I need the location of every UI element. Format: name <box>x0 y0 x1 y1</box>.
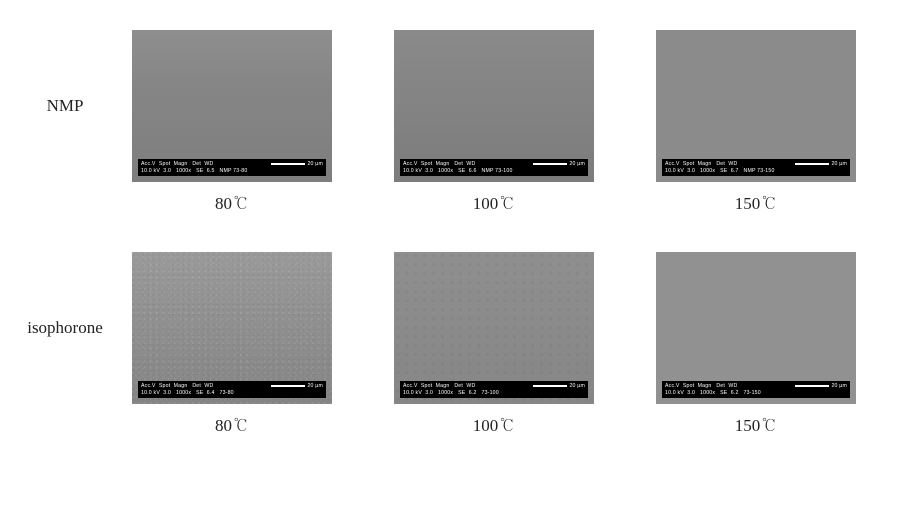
row-label-nmp: NMP <box>0 96 130 116</box>
row-nmp: NMP Acc.V Spot Magn Det WD <box>0 30 907 182</box>
sem-info-bar: Acc.V Spot Magn Det WD 20 µm <box>400 159 588 176</box>
ib-values: 10.0 kV 3.0 1000x SE 6.2 73-100 <box>403 390 499 397</box>
temp-label: 100℃ <box>394 412 594 436</box>
temp-label: 150℃ <box>656 190 856 214</box>
temp-labels-row-1: 80℃ 100℃ 150℃ <box>0 190 907 214</box>
panel-nmp-150: Acc.V Spot Magn Det WD 20 µm <box>656 30 856 182</box>
sem-figure-grid: NMP Acc.V Spot Magn Det WD <box>0 30 907 436</box>
panels-row-1: Acc.V Spot Magn Det WD 20 µm <box>132 30 856 182</box>
ib-values: 10.0 kV 3.0 1000x SE 6.6 NMP 73-100 <box>403 168 513 175</box>
panel-iso-150: Acc.V Spot Magn Det WD 20 µm <box>656 252 856 404</box>
temp-label: 100℃ <box>394 190 594 214</box>
sem-info-bar: Acc.V Spot Magn Det WD 20 µm <box>662 159 850 176</box>
panel-nmp-100: Acc.V Spot Magn Det WD 20 µm <box>394 30 594 182</box>
panel-iso-80: Acc.V Spot Magn Det WD 20 µm <box>132 252 332 404</box>
temp-label: 150℃ <box>656 412 856 436</box>
sem-info-bar: Acc.V Spot Magn Det WD 20 µm <box>662 381 850 398</box>
ib-values: 10.0 kV 3.0 1000x SE 6.5 NMP 73-80 <box>141 168 247 175</box>
panel-nmp-80: Acc.V Spot Magn Det WD 20 µm <box>132 30 332 182</box>
panels-row-2: Acc.V Spot Magn Det WD 20 µm <box>132 252 856 404</box>
ib-values: 10.0 kV 3.0 1000x SE 6.4 73-80 <box>141 390 234 397</box>
temp-label: 80℃ <box>132 190 332 214</box>
ib-values: 10.0 kV 3.0 1000x SE 6.7 NMP 73-150 <box>665 168 775 175</box>
ib-values: 10.0 kV 3.0 1000x SE 6.2 73-150 <box>665 390 761 397</box>
sem-info-bar: Acc.V Spot Magn Det WD 20 µm <box>400 381 588 398</box>
panel-iso-100: Acc.V Spot Magn Det WD 20 µm <box>394 252 594 404</box>
temp-label: 80℃ <box>132 412 332 436</box>
temp-labels-row-2: 80℃ 100℃ 150℃ <box>0 412 907 436</box>
row-isophorone: isophorone Acc.V Spot Magn Det WD <box>0 252 907 404</box>
row-label-isophorone: isophorone <box>0 318 130 338</box>
sem-info-bar: Acc.V Spot Magn Det WD 20 µm <box>138 381 326 398</box>
sem-info-bar: Acc.V Spot Magn Det WD 20 µm <box>138 159 326 176</box>
